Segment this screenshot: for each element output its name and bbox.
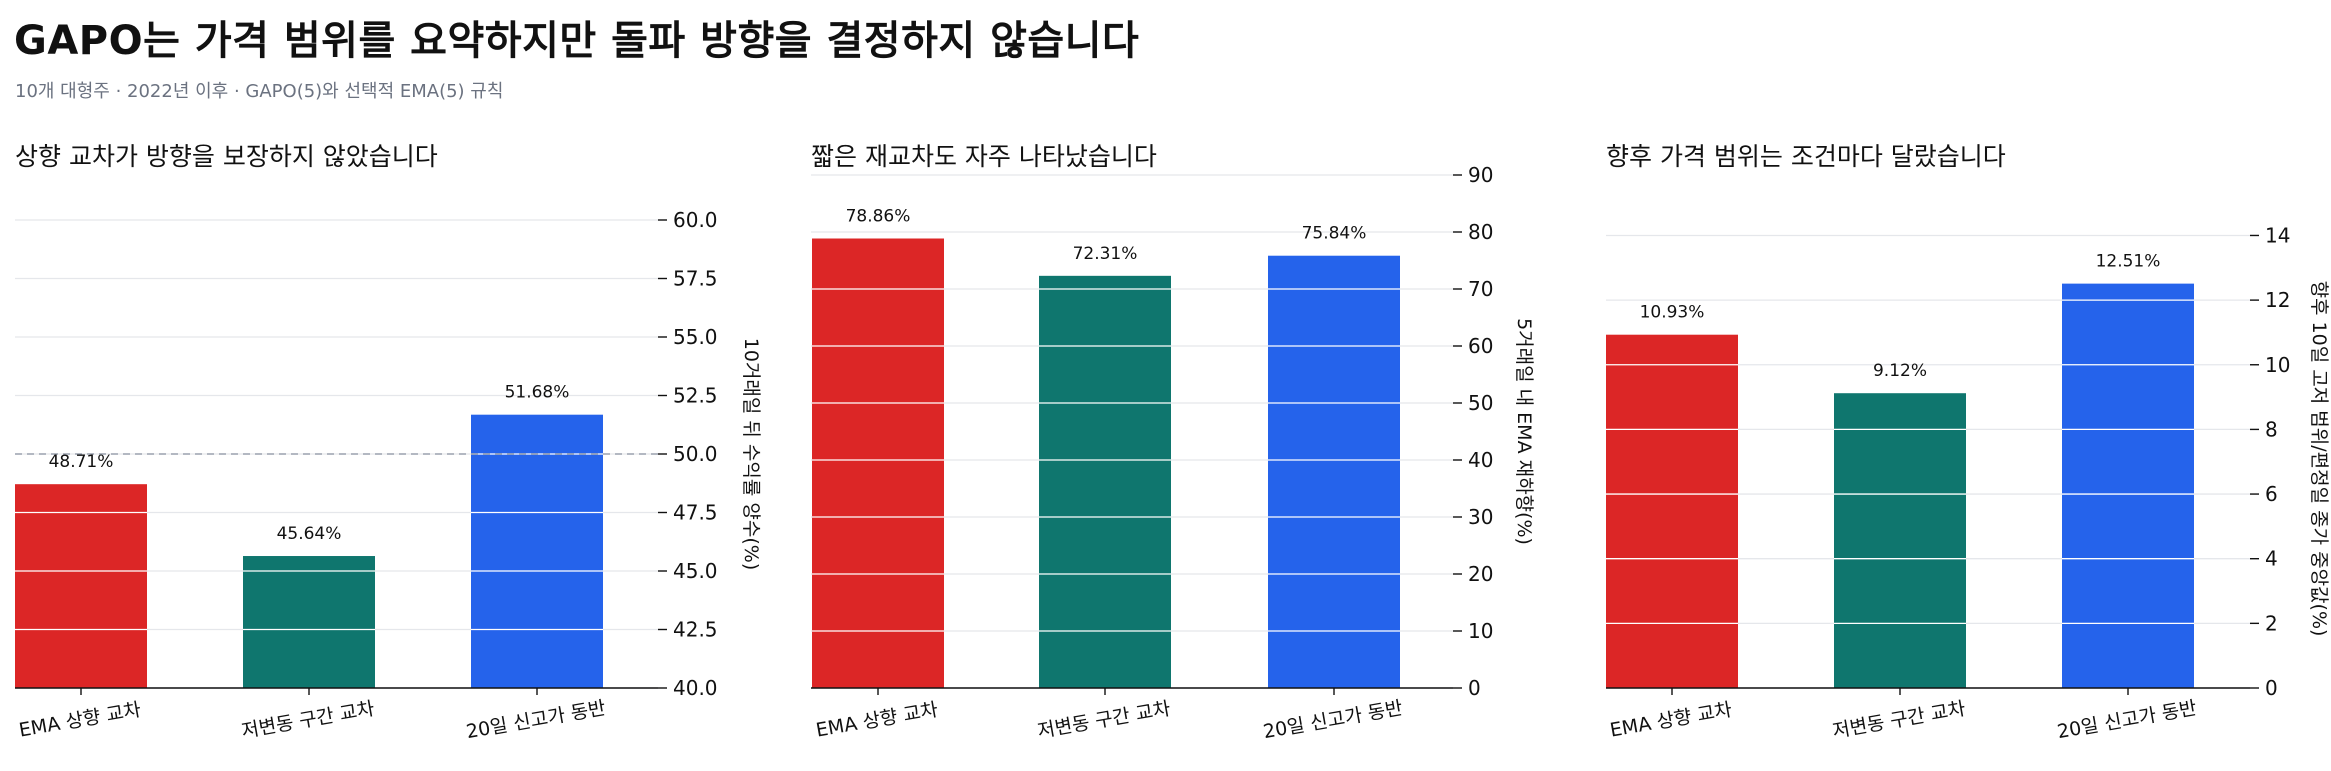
chart-1-bar-3 [471,414,603,688]
chart-2-y-tick-label: 60 [1468,334,1493,358]
page-subtitle: 10개 대형주 · 2022년 이후 · GAPO(5)와 선택적 EMA(5)… [15,81,504,102]
chart-2-value-label: 72.31% [1073,244,1138,264]
chart-3-x-tick-label: 저변동 구간 교차 [1831,698,1967,743]
chart-2-x-tick-label: 20일 신고가 동반 [1262,697,1405,743]
chart-3-y-tick-label: 2 [2265,611,2278,635]
chart-2-title: 짧은 재교차도 자주 나타났습니다 [811,142,1157,171]
chart-3-bar-2 [1834,393,1966,688]
chart-3-y-tick-label: 12 [2265,288,2290,312]
chart-1-x-tick-label: EMA 상향 교차 [17,699,142,742]
chart-3-bar-1 [1606,334,1738,688]
chart-3-y-tick-label: 10 [2265,353,2290,377]
chart-1-bar-2 [243,556,375,688]
chart-3-y-tick-label: 14 [2265,223,2290,247]
chart-3-value-label: 12.51% [2096,252,2161,272]
chart-2-y-tick-label: 20 [1468,562,1493,586]
chart-1-y-tick-label: 40.0 [673,676,718,700]
chart-2-value-label: 78.86% [846,206,911,226]
chart-2-y-tick-label: 50 [1468,391,1493,415]
chart-1-y-tick-label: 60.0 [673,208,718,232]
chart-2-y-tick-label: 10 [1468,619,1493,643]
chart-2-y-tick-label: 80 [1468,220,1493,244]
chart-1-title: 상향 교차가 방향을 보장하지 않았습니다 [15,142,438,171]
chart-2-y-axis-label: 5거래일 내 EMA 재하향(%) [1513,318,1535,545]
chart-3-y-axis-label: 향후 10일 고저 범위/편정일 종가 중앙값(%) [2308,281,2330,637]
chart-2-bar-3 [1268,255,1400,688]
chart-3-bar-3 [2062,283,2194,688]
chart-3-y-tick-label: 8 [2265,417,2278,441]
chart-1-y-tick-label: 47.5 [673,501,718,525]
chart-2-y-tick-label: 90 [1468,163,1493,187]
chart-2-y-tick-label: 70 [1468,277,1493,301]
chart-1-y-tick-label: 57.5 [673,267,718,291]
chart-1-y-tick-label: 52.5 [673,384,718,408]
chart-1-y-tick-label: 50.0 [673,442,718,466]
chart-2-y-tick-label: 0 [1468,676,1481,700]
chart-1-value-label: 51.68% [505,383,570,403]
chart-2-value-label: 75.84% [1302,224,1367,244]
chart-2-bar-2 [1039,275,1171,688]
chart-2-bar-1 [812,238,944,689]
chart-1-x-tick-label: 20일 신고가 동반 [465,697,608,743]
chart-1-y-tick-label: 45.0 [673,559,718,583]
chart-3-y-tick-label: 0 [2265,676,2278,700]
chart-1-y-tick-label: 55.0 [673,325,718,349]
chart-1-y-axis-label: 10거래일 뒤 수익률 양수(%) [740,338,762,571]
chart-3-value-label: 10.93% [1640,303,1705,323]
chart-3-y-tick-label: 6 [2265,482,2278,506]
chart-2-y-tick-label: 40 [1468,448,1493,472]
chart-1-bar-1 [15,484,147,688]
chart-2-y-tick-label: 30 [1468,505,1493,529]
chart-3-title: 향후 가격 범위는 조건마다 달랐습니다 [1606,142,2006,171]
chart-3-y-tick-label: 4 [2265,547,2278,571]
chart-3-value-label: 9.12% [1873,361,1927,381]
chart-3-x-tick-label: 20일 신고가 동반 [2056,697,2199,743]
chart-1-value-label: 45.64% [277,524,342,544]
chart-3-x-tick-label: EMA 상향 교차 [1608,699,1733,742]
chart-1-x-tick-label: 저변동 구간 교차 [240,698,376,743]
chart-1-y-tick-label: 42.5 [673,618,718,642]
chart-2-x-tick-label: EMA 상향 교차 [814,699,939,742]
chart-2-x-tick-label: 저변동 구간 교차 [1036,698,1172,743]
page-title: GAPO는 가격 범위를 요약하지만 돌파 방향을 결정하지 않습니다 [14,18,1140,64]
chart-1-value-label: 48.71% [49,452,114,472]
